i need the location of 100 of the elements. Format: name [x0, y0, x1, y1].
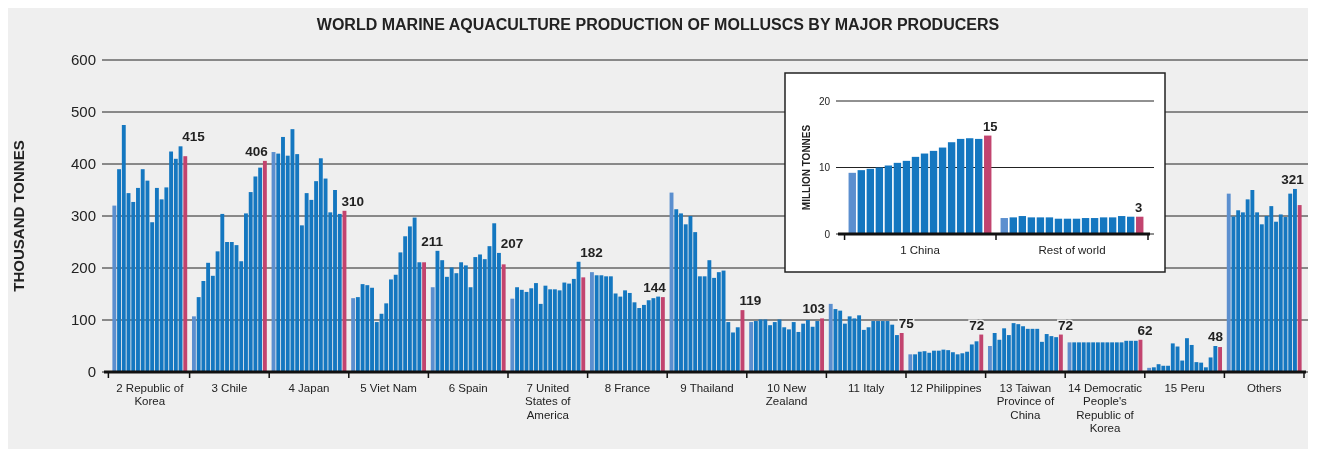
- bar: [1250, 190, 1255, 372]
- y-tick-label: 300: [70, 207, 96, 225]
- bar: [960, 353, 965, 372]
- bar: [473, 257, 478, 372]
- x-tick-label: 14 Democratic People's Republic of Korea: [1067, 381, 1143, 434]
- data-label: 103: [802, 301, 826, 317]
- bar: [262, 160, 267, 372]
- bar: [975, 138, 983, 234]
- bar: [1016, 324, 1021, 372]
- bar: [875, 167, 884, 234]
- x-tick-label: 9 Thailand: [680, 381, 734, 394]
- bar: [501, 264, 506, 372]
- bar: [510, 298, 515, 372]
- bar: [1269, 206, 1274, 372]
- bar: [1124, 340, 1129, 372]
- bar: [1236, 210, 1241, 372]
- data-label: 310: [341, 193, 365, 209]
- bar: [938, 147, 947, 234]
- x-tick-label: 1 China: [900, 243, 941, 256]
- bar: [1099, 217, 1108, 234]
- bar: [1044, 334, 1049, 372]
- bar: [815, 321, 820, 372]
- x-tick-label: 12 Philippines: [910, 381, 982, 394]
- bar: [543, 285, 548, 372]
- bar: [847, 316, 852, 372]
- bar: [1213, 346, 1218, 372]
- bar: [674, 209, 679, 372]
- bar: [927, 352, 932, 372]
- bar: [987, 346, 992, 372]
- x-tick-label: 3 Chile: [211, 381, 248, 394]
- data-label: 321: [1281, 171, 1305, 187]
- x-tick-label: 8 France: [604, 381, 651, 394]
- data-label: 3: [1135, 199, 1143, 215]
- bar: [917, 351, 922, 372]
- bar: [992, 333, 997, 372]
- bar: [908, 354, 913, 372]
- bar: [304, 193, 309, 372]
- bar: [1049, 336, 1054, 372]
- data-label: 406: [245, 143, 269, 159]
- bar: [735, 327, 740, 372]
- bar: [1009, 217, 1017, 234]
- bar: [941, 349, 946, 372]
- bar: [820, 318, 825, 372]
- bar: [763, 319, 768, 372]
- bar: [1170, 343, 1175, 372]
- bar: [1027, 217, 1036, 234]
- bar: [318, 158, 323, 372]
- data-label: 182: [580, 244, 603, 260]
- bar: [1035, 328, 1040, 372]
- bar: [899, 333, 904, 372]
- y-tick-label: 0: [87, 363, 96, 381]
- bar: [492, 223, 497, 372]
- x-tick-label: 2 Republic of Korea: [116, 381, 185, 407]
- y-tick-label: 500: [70, 103, 96, 121]
- data-label: 211: [421, 233, 444, 249]
- bar: [884, 165, 893, 234]
- bar: [422, 262, 427, 372]
- data-label: 72: [1057, 317, 1073, 333]
- bar: [140, 169, 145, 372]
- bar: [969, 344, 974, 372]
- bar: [1297, 205, 1302, 372]
- bar: [1011, 323, 1016, 372]
- y-tick-label: 400: [70, 155, 96, 173]
- x-tick-label: 5 Viet Nam: [360, 381, 417, 394]
- bar: [758, 319, 763, 372]
- bar: [599, 275, 604, 372]
- x-tick-label: 7 United States of America: [525, 381, 572, 421]
- bar: [121, 125, 126, 372]
- bar: [1091, 342, 1096, 372]
- bar: [936, 350, 941, 372]
- bar: [594, 275, 599, 372]
- x-tick-label: Rest of world: [1038, 243, 1106, 256]
- data-label: 144: [643, 279, 667, 295]
- bar: [979, 334, 984, 372]
- data-label: 62: [1137, 322, 1153, 338]
- y-tick-label: 10: [818, 162, 831, 173]
- bar: [1036, 217, 1045, 234]
- bar: [1072, 342, 1077, 372]
- x-tick-label: 15 Peru: [1164, 381, 1205, 394]
- bar: [1108, 217, 1117, 234]
- bar: [1133, 340, 1138, 372]
- bar: [716, 272, 721, 372]
- bar: [229, 242, 234, 372]
- x-tick-label: 6 Spain: [448, 381, 488, 394]
- bar: [1058, 334, 1063, 372]
- bar: [220, 213, 225, 372]
- bar: [430, 287, 435, 372]
- bar: [772, 322, 777, 372]
- bar: [1100, 342, 1105, 372]
- x-tick-label: 10 New Zealand: [765, 381, 808, 407]
- y-axis-title: MILLION TONNES: [801, 124, 812, 211]
- bar: [1226, 193, 1231, 372]
- y-tick-label: 0: [824, 228, 831, 240]
- y-tick-label: 100: [70, 311, 96, 329]
- bar: [902, 160, 911, 234]
- bar: [1025, 328, 1030, 372]
- bar: [449, 267, 454, 372]
- bar: [1105, 342, 1110, 372]
- bar: [412, 217, 417, 372]
- bar: [749, 322, 754, 372]
